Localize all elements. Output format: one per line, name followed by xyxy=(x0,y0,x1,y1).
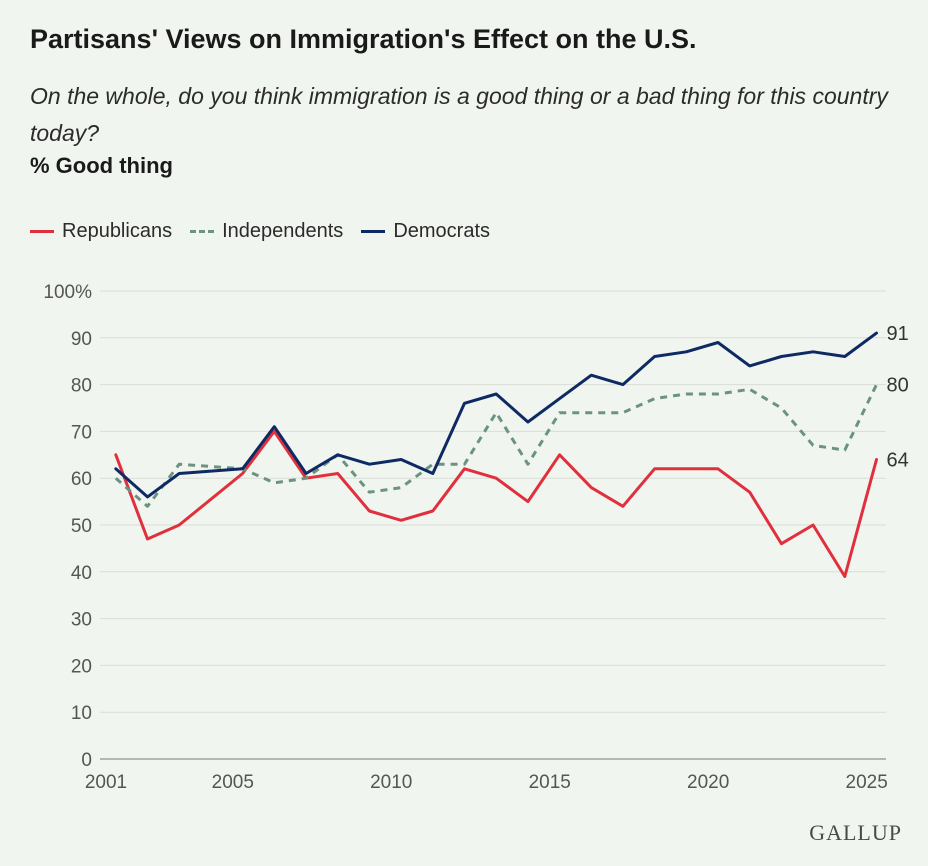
y-tick-label: 100% xyxy=(43,282,92,303)
x-tick-label: 2001 xyxy=(85,772,127,793)
y-tick-label: 10 xyxy=(71,703,92,724)
chart-subtitle: On the whole, do you think immigration i… xyxy=(30,83,888,146)
end-label-democrats: 91 xyxy=(886,323,908,345)
legend-label-republicans: Republicans xyxy=(62,220,173,242)
y-tick-label: 30 xyxy=(71,610,92,631)
legend-swatch-republicans xyxy=(30,230,54,233)
y-tick-label: 40 xyxy=(71,563,92,584)
series-line-democrats xyxy=(114,331,878,499)
y-tick-label: 20 xyxy=(71,656,92,677)
legend-swatch-independents xyxy=(190,230,215,233)
y-tick-label: 60 xyxy=(71,469,92,490)
y-tick-label: 0 xyxy=(81,750,92,771)
x-tick-label: 2005 xyxy=(212,772,254,793)
legend-item-independents: Independents xyxy=(190,220,343,243)
end-label-republicans: 64 xyxy=(886,449,908,471)
x-tick-label: 2025 xyxy=(846,772,888,793)
end-label-independents: 80 xyxy=(886,375,908,397)
legend: Republicans Independents Democrats xyxy=(30,220,508,243)
y-tick-label: 80 xyxy=(71,376,92,397)
x-tick-label: 2020 xyxy=(687,772,729,793)
gallup-logo: GALLUP xyxy=(809,820,902,845)
x-tick-label: 2015 xyxy=(529,772,571,793)
legend-label-democrats: Democrats xyxy=(393,220,491,242)
legend-label-independents: Independents xyxy=(222,220,344,242)
measure-label: % Good thing xyxy=(30,153,173,178)
series-line-republicans xyxy=(114,429,878,578)
legend-item-republicans: Republicans xyxy=(30,220,172,243)
y-tick-label: 50 xyxy=(71,516,92,537)
y-tick-label: 90 xyxy=(71,329,92,350)
series-line-independents xyxy=(114,383,878,508)
y-tick-label: 70 xyxy=(71,422,92,443)
legend-swatch-democrats xyxy=(361,230,386,233)
x-tick-label: 2010 xyxy=(370,772,412,793)
chart-title: Partisans' Views on Immigration's Effect… xyxy=(30,24,697,54)
legend-item-democrats: Democrats xyxy=(361,220,490,243)
